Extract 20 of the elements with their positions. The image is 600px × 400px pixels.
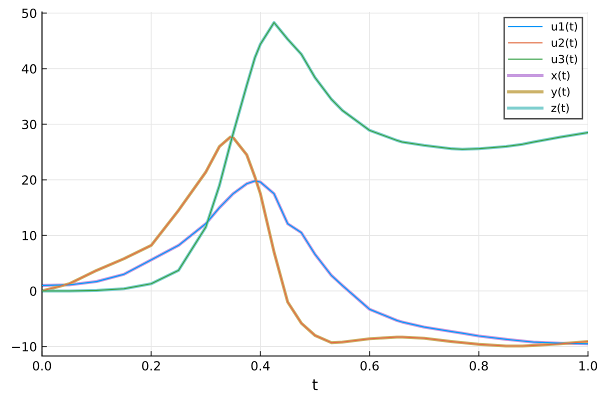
y-tick-label: −10: [12, 342, 36, 352]
y-tick-label: 50: [22, 8, 36, 18]
y-tick-label: 10: [22, 230, 36, 240]
y-tick-label: 20: [22, 175, 36, 185]
x-tick-label: 1.0: [579, 361, 598, 371]
x-tick-label: 0.0: [32, 361, 52, 371]
legend-label: u1(t): [552, 22, 578, 32]
legend-label: x(t): [551, 70, 570, 81]
legend-label: y(t): [551, 87, 570, 98]
x-axis-title: t: [312, 379, 318, 390]
y-tick-label: 30: [22, 120, 36, 130]
y-tick-label: 40: [22, 64, 36, 74]
x-tick-label: 0.2: [142, 361, 160, 371]
legend-label: z(t): [551, 104, 569, 114]
x-tick-label: 0.4: [251, 361, 270, 371]
x-tick-label: 0.6: [360, 361, 379, 371]
legend-label: u2(t): [552, 38, 578, 48]
y-tick-label: 0: [30, 286, 36, 296]
legend-label: u3(t): [552, 54, 578, 65]
x-tick-label: 0.8: [470, 361, 488, 371]
